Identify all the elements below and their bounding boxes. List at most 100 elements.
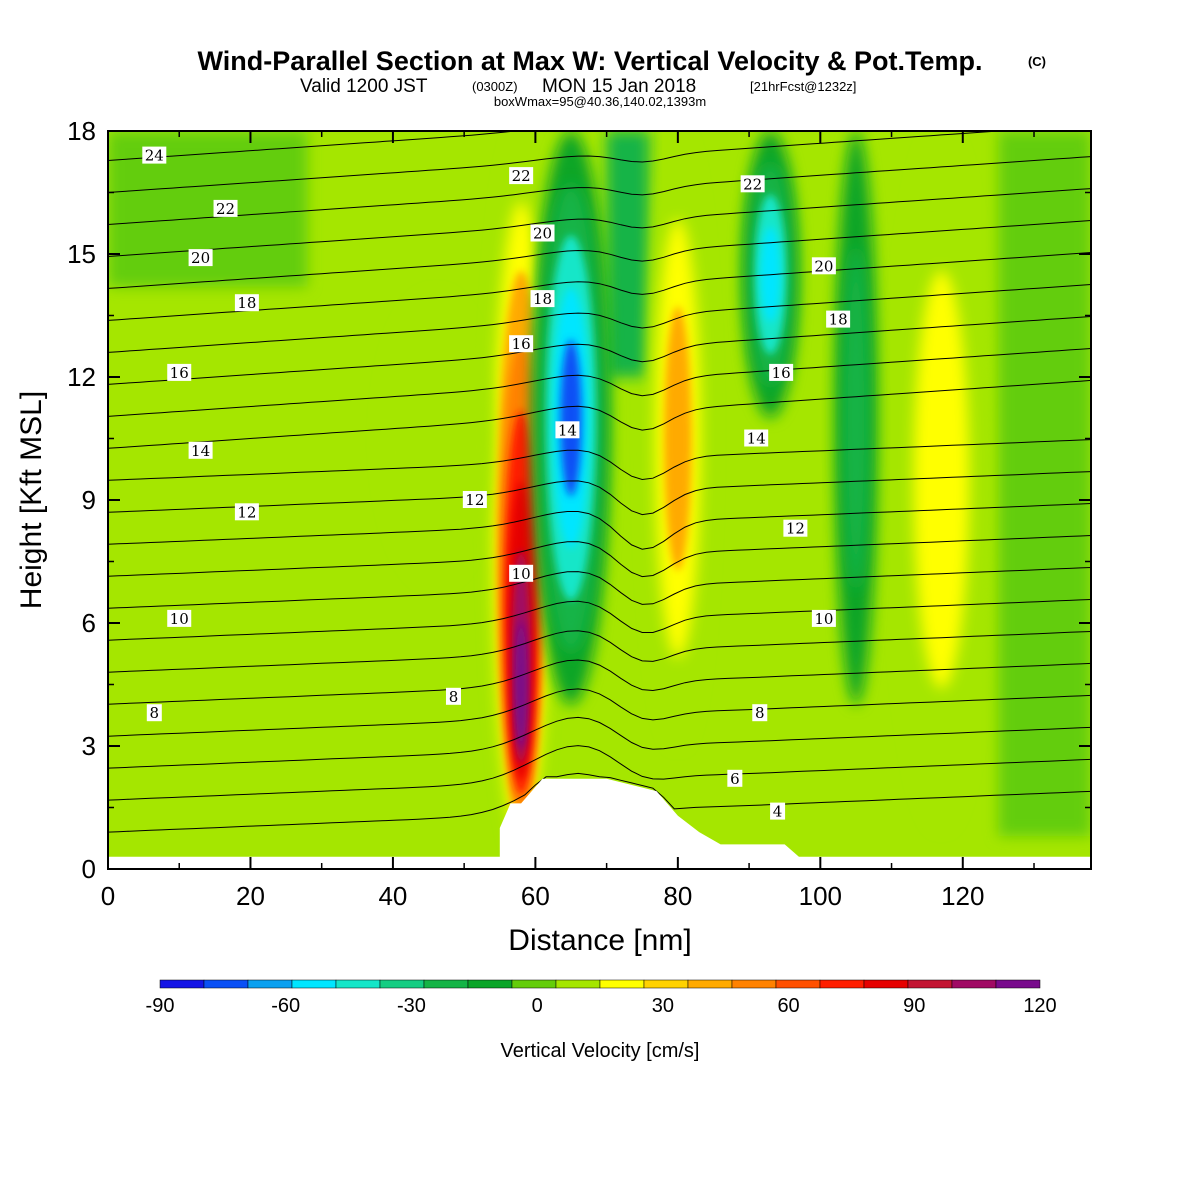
colorbar-swatch <box>291 979 337 989</box>
plot-area: 4 6 8 8 8 10 10 10 12 12 12 14 14 14 16 16 16 18 18 18 20 20 2… <box>108 131 1091 869</box>
x-tick-label: 0 <box>101 881 115 911</box>
theta-contour-22 <box>108 156 1091 225</box>
theta-contour-11 <box>108 535 1091 578</box>
updraft-band-3 <box>895 131 988 828</box>
theta-label: 8 <box>445 687 461 706</box>
updraft-band-4 <box>382 295 490 582</box>
axes: 0 20 40 60 80 100 120 0 3 6 9 12 15 18 <box>67 116 1091 911</box>
theta-label: 20 <box>811 257 836 275</box>
theta-label-box <box>783 519 808 537</box>
y-tick-label: 15 <box>67 239 96 269</box>
theta-label-box <box>744 429 769 447</box>
theta-label-text: 24 <box>145 147 164 165</box>
theta-label-box <box>770 802 786 820</box>
theta-label: 12 <box>462 491 487 509</box>
colorbar-swatch <box>159 979 205 989</box>
theta-label-text: 18 <box>533 290 552 308</box>
x-axis-title: Distance [nm] <box>508 924 691 957</box>
theta-label-text: 10 <box>512 565 531 583</box>
theta-label-box <box>142 146 167 164</box>
colorbar-swatch <box>511 979 557 989</box>
x-tick-label: 60 <box>521 881 550 911</box>
theta-label: 4 <box>770 802 786 821</box>
colorbar-swatch <box>423 979 469 989</box>
valid-forecast: [21hrFcst@1232z] <box>750 79 856 94</box>
x-tick-label: 40 <box>378 881 407 911</box>
colorbar-tick-label: 30 <box>652 995 674 1017</box>
theta-label: 18 <box>826 310 851 329</box>
colorbar-swatch <box>247 979 293 989</box>
colorbar-swatch <box>599 979 645 989</box>
chart-title: Wind-Parallel Section at Max W: Vertical… <box>198 46 983 76</box>
theta-contour-16 <box>108 348 1091 417</box>
theta-label-box <box>234 294 259 312</box>
theta-label-text: 16 <box>772 364 791 382</box>
theta-contour-19 <box>108 252 1091 321</box>
theta-label-text: 16 <box>170 364 189 382</box>
colorbar-swatch <box>863 979 909 989</box>
y-tick-label: 18 <box>67 116 96 146</box>
theta-label: 16 <box>769 363 794 382</box>
theta-label-text: 8 <box>150 704 160 722</box>
theta-label: 12 <box>783 519 808 538</box>
y-axis-title: Height [Kft MSL] <box>15 391 48 609</box>
theta-contour-6 <box>108 688 1091 737</box>
colorbar-swatch <box>819 979 865 989</box>
x-tick-label: 80 <box>663 881 692 911</box>
theta-label-box <box>445 687 461 705</box>
theta-label: 8 <box>146 704 162 722</box>
theta-contour-14 <box>108 439 1091 481</box>
velocity-level--70 <box>560 339 582 497</box>
velocity-level-10 <box>382 295 490 582</box>
theta-contour-10 <box>108 567 1091 609</box>
updraft-band-2 <box>645 131 710 746</box>
copyright-mark: (C) <box>1028 54 1046 69</box>
theta-label: 16 <box>167 363 192 382</box>
theta-label-text: 20 <box>191 249 210 267</box>
colorbar-swatch <box>951 979 997 989</box>
field-region-right <box>998 131 1091 837</box>
colorbar-tick-label: 0 <box>532 995 543 1017</box>
valid-prefix: Valid 1200 JST <box>300 76 428 97</box>
theta-label-text: 8 <box>449 688 459 706</box>
theta-label: 14 <box>555 421 580 439</box>
colorbar-swatch <box>379 979 425 989</box>
y-tick-label: 6 <box>82 608 96 638</box>
terrain <box>108 778 1091 869</box>
theta-label-text: 22 <box>743 175 762 193</box>
y-tick-label: 9 <box>82 485 96 515</box>
theta-label: 6 <box>727 769 743 788</box>
theta-label: 12 <box>234 503 259 521</box>
theta-label-text: 20 <box>814 257 833 275</box>
subtitle: Valid 1200 JST (0300Z) MON 15 Jan 2018 [… <box>300 76 856 97</box>
theta-label-text: 14 <box>747 430 766 448</box>
colorbar-swatch <box>467 979 513 989</box>
theta-label-box <box>146 704 162 722</box>
theta-contour-24 <box>108 131 519 161</box>
theta-label-box <box>811 609 836 627</box>
theta-contour-23 <box>108 131 1006 193</box>
velocity-level-25 <box>913 270 970 689</box>
theta-label-box <box>509 167 534 185</box>
theta-label: 10 <box>509 564 534 583</box>
colorbar-swatch <box>687 979 733 989</box>
downdraft-band-1 <box>531 131 611 705</box>
theta-label-text: 14 <box>191 442 210 460</box>
theta-label-text: 22 <box>216 200 235 218</box>
theta-label: 18 <box>234 294 259 312</box>
theta-label: 20 <box>188 249 213 267</box>
theta-contour-labels: 4 6 8 8 8 10 10 10 12 12 12 14 14 14 16 16 16 18 18 18 20 20 2… <box>142 146 851 821</box>
theta-label-box <box>740 175 765 193</box>
box-info: boxWmax=95@40.36,140.02,1393m <box>494 94 706 109</box>
theta-label: 16 <box>509 335 534 353</box>
theta-label-text: 18 <box>829 311 848 329</box>
colorbar-tick-label: 90 <box>903 995 925 1017</box>
theta-contour-18 <box>108 284 1091 353</box>
theta-contour-8 <box>108 630 1091 673</box>
colorbar-tick-label: -30 <box>397 995 426 1017</box>
theta-contour-15 <box>108 379 1091 449</box>
theta-label-text: 4 <box>773 803 783 821</box>
theta-label-text: 22 <box>512 167 531 185</box>
theta-label-text: 8 <box>755 704 765 722</box>
